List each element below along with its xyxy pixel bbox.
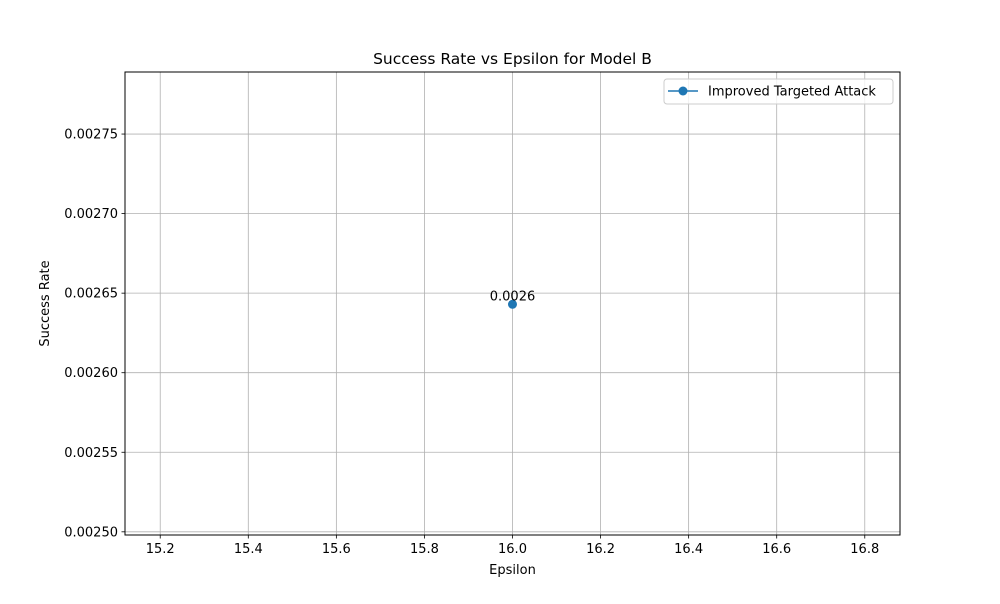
- legend-label-improved-targeted-attack: Improved Targeted Attack: [708, 85, 876, 100]
- y-tick-label: 0.00260: [64, 366, 118, 381]
- data-point: [508, 299, 517, 309]
- x-tick-label: 16.0: [498, 542, 527, 557]
- series-layer: 0.0026: [490, 289, 536, 309]
- y-tick-label: 0.00265: [64, 287, 118, 302]
- y-tick-label: 0.00255: [64, 446, 118, 461]
- x-tick-label: 16.2: [586, 542, 615, 557]
- data-point-label: 0.0026: [490, 289, 536, 304]
- x-tick-label: 16.6: [762, 542, 791, 557]
- x-tick-label: 16.8: [850, 542, 879, 557]
- x-tick-label: 15.2: [146, 542, 175, 557]
- y-tick-label: 0.00275: [64, 128, 118, 143]
- x-axis-label: Epsilon: [489, 563, 536, 578]
- x-tick-label: 15.8: [410, 542, 439, 557]
- x-tick-label: 15.4: [234, 542, 263, 557]
- y-tick-label: 0.00250: [64, 525, 118, 540]
- chart-title: Success Rate vs Epsilon for Model B: [373, 50, 652, 68]
- legend-marker-swatch: [678, 86, 688, 96]
- legend-box: [663, 78, 894, 105]
- x-tick-label: 16.4: [674, 542, 703, 557]
- legend: Improved Targeted Attack: [663, 78, 894, 105]
- x-axis: 15.2 15.4 15.6 15.8 16.0 16.2 16.4 16.6 16.8: [146, 535, 879, 557]
- y-tick-label: 0.00270: [64, 207, 118, 222]
- y-axis: 0.00250 0.00255 0.00260 0.00265 0.00270 0.002…: [64, 128, 125, 540]
- y-axis-label: Success Rate: [38, 260, 53, 346]
- x-tick-label: 15.6: [322, 542, 351, 557]
- grid: [125, 72, 900, 535]
